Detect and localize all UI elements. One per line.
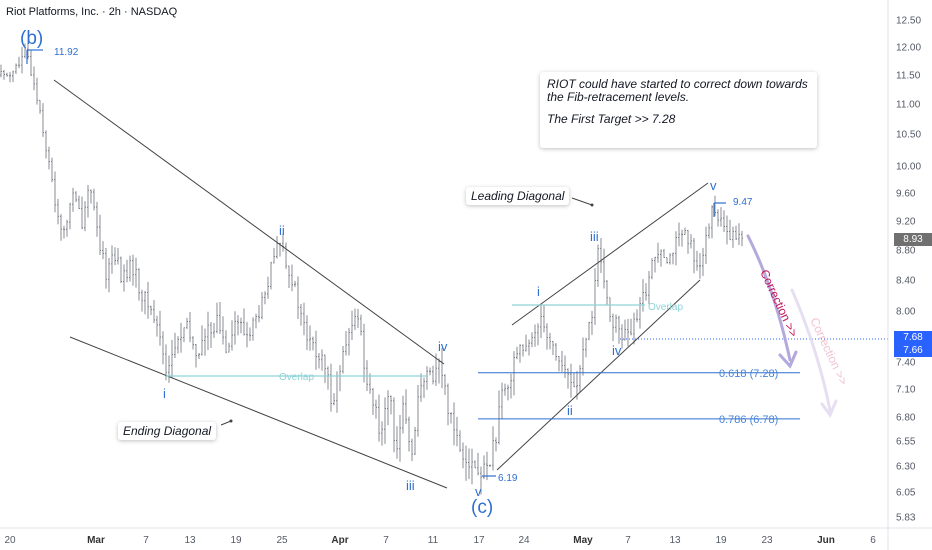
x-tick-label: Jun [817, 535, 835, 546]
y-tick-label: 9.20 [896, 217, 916, 228]
y-tick-label: 8.40 [896, 276, 916, 287]
y-tick-label: 9.60 [896, 189, 916, 200]
correction-text: Correction >> [757, 267, 800, 339]
y-tick-label: 7.40 [896, 358, 916, 369]
pointer-dot [590, 203, 594, 207]
x-tick-label: Apr [331, 535, 348, 546]
pointer-dot [229, 419, 233, 423]
y-tick-label: 7.10 [896, 385, 916, 396]
x-tick-label: 6 [870, 535, 876, 546]
analysis-callout[interactable]: RIOT could have started to correct down … [540, 72, 817, 148]
callout-target: The First Target >> 7.28 [547, 112, 676, 126]
chart-title: Riot Platforms, Inc. · 2h · NASDAQ [6, 6, 178, 18]
price-label-7-66: 7.66 [894, 344, 932, 357]
current-price-label: 8.93 [894, 233, 932, 246]
x-tick-label: May [573, 535, 593, 546]
y-tick-label: 6.55 [896, 437, 916, 448]
y-tick-label: 6.30 [896, 462, 916, 473]
x-tick-label: 13 [184, 535, 196, 546]
x-tick-label: 20 [4, 535, 16, 546]
x-tick-label: 23 [761, 535, 773, 546]
ending-label-pointer [220, 420, 232, 426]
y-tick-label: 6.80 [896, 413, 916, 424]
wave-v-label: v [475, 484, 482, 499]
leading-diagonal-lower [496, 279, 701, 471]
wave-b-label: (b) [20, 28, 43, 49]
wave-c-label: (c) [471, 497, 493, 518]
correction-arrowhead-faded [820, 399, 838, 419]
correction-arrow-faded [790, 288, 832, 412]
y-tick-label: 11.50 [896, 71, 921, 82]
correction-arrow [746, 234, 792, 362]
x-tick-label: 19 [715, 535, 727, 546]
wave-iii-label: iii [406, 478, 415, 493]
wave-v-label-2: v [710, 178, 717, 193]
x-tick-label: 7 [383, 535, 389, 546]
wave-iv-label-2: iv [612, 343, 622, 358]
ending-diagonal-label[interactable]: Ending Diagonal [118, 422, 217, 440]
x-tick-label: 7 [143, 535, 149, 546]
price-axis: 12.50 12.00 11.50 11.00 10.50 10.00 9.60 9.20 8.… [887, 0, 921, 550]
x-tick-label: 11 [428, 535, 439, 546]
x-tick-label: 13 [669, 535, 681, 546]
swing-high-label: 11.92 [54, 47, 79, 58]
x-tick-label: 7 [625, 535, 631, 546]
swing-peak-label: 9.47 [733, 197, 753, 208]
correction-arrowhead [778, 350, 798, 369]
x-tick-label: 24 [518, 535, 530, 546]
y-tick-label: 12.00 [896, 43, 921, 54]
leading-label-pointer [571, 197, 593, 206]
y-tick-label: 5.83 [896, 513, 916, 524]
wave-ii-label: ii [279, 223, 285, 238]
x-tick-label: Mar [87, 535, 105, 546]
time-axis: 20 Mar 7 13 19 25 Apr 7 11 17 24 May 7 13 19 23 Jun 6 [0, 527, 932, 546]
overlap-label-ending: Overlap [279, 372, 314, 383]
y-tick-label: 8.80 [896, 246, 916, 257]
x-tick-label: 25 [276, 535, 288, 546]
wave-i-label-2: i [537, 284, 540, 299]
leading-diagonal-upper [511, 182, 709, 326]
fib-level-label: 0.786 (6.78) [719, 414, 778, 426]
y-tick-label: 11.00 [896, 100, 921, 111]
leading-diagonal-label[interactable]: Leading Diagonal [466, 187, 570, 205]
callout-text: RIOT could have started to correct down … [547, 77, 808, 104]
fib-level-label: 0.618 (7.28) [719, 368, 778, 380]
price-label-7-68: 7.68 [894, 331, 932, 344]
y-tick-label: 10.00 [896, 162, 921, 173]
overlap-label-leading: Overlap [648, 302, 683, 313]
wave-iv-label: iv [438, 339, 448, 354]
ending-diagonal-upper [53, 79, 445, 365]
y-tick-label: 10.50 [896, 130, 921, 141]
wave-i-label: i [163, 386, 166, 401]
candles-layer [0, 43, 743, 495]
y-tick-label: 12.50 [896, 16, 921, 27]
x-tick-label: 17 [473, 535, 485, 546]
x-tick-label: 19 [230, 535, 242, 546]
wave-ii-label-2: ii [567, 403, 573, 418]
y-tick-label: 8.00 [896, 307, 916, 318]
drawing-lines [26, 49, 888, 489]
y-tick-label: 6.05 [896, 488, 916, 499]
ending-diagonal-lower [69, 336, 448, 489]
wave-iii-label-2: iii [590, 229, 599, 244]
swing-low-label: 6.19 [498, 473, 518, 484]
